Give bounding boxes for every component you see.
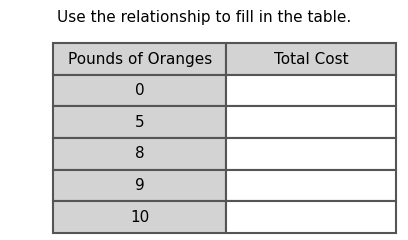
Bar [53,170,226,201]
Bar [226,106,396,138]
Text: 0: 0 [135,83,144,98]
Text: 8: 8 [135,146,144,161]
Text: Use the relationship to fill in the table.: Use the relationship to fill in the tabl… [57,10,351,25]
Bar [53,201,226,233]
Bar [226,138,396,170]
Bar [53,75,226,106]
Text: Total Cost: Total Cost [274,52,348,66]
Bar [53,138,226,170]
Bar [226,75,396,106]
Text: 5: 5 [135,115,144,130]
Bar [226,170,396,201]
Bar [53,106,226,138]
Text: 9: 9 [135,178,144,193]
Bar [53,43,226,75]
Bar [226,43,396,75]
Bar [226,201,396,233]
Text: Pounds of Oranges: Pounds of Oranges [68,52,212,66]
Text: 10: 10 [130,210,149,224]
